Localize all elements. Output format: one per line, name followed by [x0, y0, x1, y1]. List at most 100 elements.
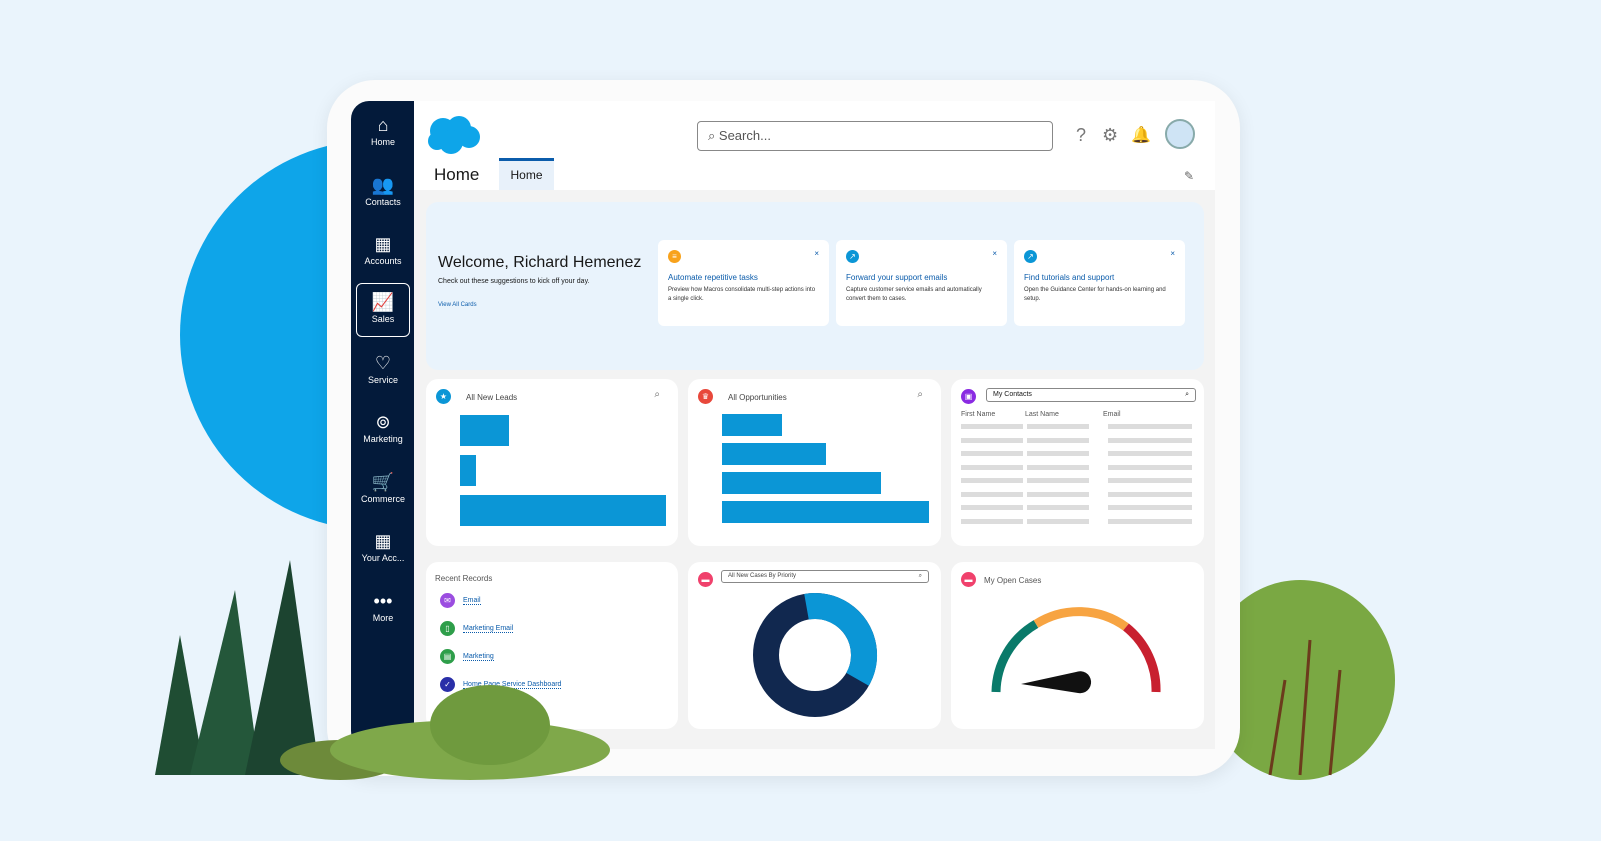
- placeholder-cell: [1108, 451, 1192, 456]
- briefcase-icon: ▬: [961, 572, 976, 587]
- contacts-icon: 👥: [371, 175, 395, 195]
- placeholder-cell: [961, 478, 1023, 483]
- placeholder-cell: [1108, 478, 1192, 483]
- suggestion-card[interactable]: ↗ × Find tutorials and support Open the Gui…: [1014, 240, 1185, 326]
- avatar[interactable]: [1165, 119, 1195, 149]
- gauge-green: [991, 620, 1039, 693]
- opportunities-title: All Opportunities: [728, 393, 787, 402]
- nav-sales[interactable]: 📈 Sales: [356, 283, 410, 337]
- open-cases-title: My Open Cases: [984, 576, 1042, 585]
- gear-icon[interactable]: ⚙: [1102, 125, 1119, 145]
- search-icon: ⌕: [708, 128, 719, 143]
- search-input[interactable]: ⌕ Search...: [697, 121, 1053, 151]
- decor-trees: [155, 560, 320, 775]
- contact-card-icon: ▣: [961, 389, 976, 404]
- nav-home[interactable]: ⌂ Home: [356, 107, 410, 161]
- placeholder-cell: [1027, 518, 1089, 524]
- nav-your-account[interactable]: ▦ Your Acc...: [356, 523, 410, 577]
- bar: [460, 495, 666, 526]
- record-link[interactable]: Email: [463, 596, 481, 605]
- leads-icon: ★: [436, 389, 451, 404]
- global-header: ⌕ Search... ? ⚙ 🔔 Home Home ✎: [414, 101, 1215, 190]
- placeholder-cell: [961, 505, 1023, 510]
- cases-report-select[interactable]: All New Cases By Priority ⌕: [721, 570, 929, 583]
- tab-home[interactable]: Home: [499, 158, 554, 190]
- suggestion-title[interactable]: Forward your support emails: [846, 273, 948, 282]
- cases-card: ▬ All New Cases By Priority ⌕: [688, 562, 941, 729]
- contacts-list-select[interactable]: My Contacts ⌕: [986, 388, 1196, 402]
- bar: [722, 414, 783, 436]
- welcome-subtitle: Check out these suggestions to kick off …: [438, 278, 590, 285]
- placeholder-cell: [961, 437, 1023, 443]
- search-icon[interactable]: ⌕: [917, 389, 923, 400]
- placeholder-cell: [1108, 505, 1192, 510]
- placeholder-cell: [1027, 424, 1089, 429]
- column-last-name: Last Name: [1025, 411, 1059, 418]
- contacts-card: ▣ My Contacts ⌕ First Name Last Name Emai…: [951, 379, 1204, 546]
- placeholder-cell: [1108, 424, 1192, 429]
- column-email: Email: [1103, 411, 1121, 418]
- nav-commerce[interactable]: 🛒 Commerce: [356, 464, 410, 518]
- home-icon: ⌂: [377, 115, 389, 135]
- record-link[interactable]: Marketing: [463, 652, 494, 661]
- help-icon[interactable]: ?: [1076, 125, 1087, 145]
- bar: [722, 472, 882, 494]
- edit-pencil-icon[interactable]: ✎: [1184, 169, 1195, 183]
- suggestion-card[interactable]: ↗ × Forward your support emails Capture cus…: [836, 240, 1007, 326]
- placeholder-cell: [1027, 437, 1089, 443]
- nav-service[interactable]: ♡ Service: [356, 345, 410, 399]
- cart-icon: 🛒: [371, 472, 395, 492]
- nav-more[interactable]: ••• More: [356, 583, 410, 637]
- search-icon[interactable]: ⌕: [654, 389, 660, 400]
- sidebar-nav: ⌂ Home 👥 Contacts ▦ Accounts 📈 Sales ♡ Servic…: [351, 101, 414, 749]
- suggestion-description: Preview how Macros consolidate multi-ste…: [668, 287, 816, 302]
- briefcase-icon: ▬: [698, 572, 713, 587]
- decor-shrubs: [280, 685, 610, 780]
- placeholder-cell: [1108, 491, 1192, 497]
- close-icon[interactable]: ×: [1170, 249, 1175, 258]
- suggestion-card[interactable]: ≡ × Automate repetitive tasks Preview how M…: [658, 240, 829, 326]
- recent-record-item[interactable]: ▤ Marketing: [440, 649, 494, 664]
- placeholder-cell: [961, 518, 1023, 524]
- placeholder-cell: [1108, 437, 1192, 443]
- bar: [460, 415, 510, 446]
- placeholder-cell: [1027, 491, 1089, 497]
- macro-icon: ≡: [668, 250, 681, 263]
- cases-donut-chart: [753, 593, 877, 717]
- search-icon: ⌕: [1185, 391, 1189, 398]
- close-icon[interactable]: ×: [814, 249, 819, 258]
- bell-icon[interactable]: 🔔: [1131, 127, 1151, 144]
- account-grid-icon: ▦: [374, 531, 392, 551]
- nav-accounts[interactable]: ▦ Accounts: [356, 226, 410, 280]
- placeholder-cell: [961, 491, 1023, 497]
- close-icon[interactable]: ×: [992, 249, 997, 258]
- placeholder-cell: [1027, 464, 1089, 470]
- accounts-icon: ▦: [374, 234, 392, 254]
- page-title: Home: [434, 165, 480, 184]
- decor-bush: [1205, 580, 1395, 780]
- gauge-orange: [1033, 607, 1129, 631]
- open-cases-card: ▬ My Open Cases: [951, 562, 1204, 729]
- view-all-cards-link[interactable]: View All Cards: [438, 302, 477, 308]
- nav-contacts[interactable]: 👥 Contacts: [356, 167, 410, 221]
- placeholder-cell: [1108, 518, 1192, 524]
- leads-title: All New Leads: [466, 393, 518, 402]
- bar: [722, 443, 826, 465]
- suggestion-title[interactable]: Find tutorials and support: [1024, 273, 1115, 282]
- recent-record-item[interactable]: ✉ Email: [440, 593, 481, 608]
- recent-records-title: Recent Records: [435, 574, 493, 583]
- record-type-icon: ✓: [440, 677, 455, 692]
- record-link[interactable]: Marketing Email: [463, 624, 514, 633]
- opportunities-icon: ♛: [698, 389, 713, 404]
- leads-card: ★ All New Leads ⌕: [426, 379, 678, 546]
- open-cases-gauge: [991, 607, 1161, 694]
- suggestion-title[interactable]: Automate repetitive tasks: [668, 273, 758, 282]
- recent-record-item[interactable]: ▯ Marketing Email: [440, 621, 514, 636]
- nav-marketing[interactable]: ⊚ Marketing: [356, 404, 410, 458]
- trend-icon: ↗: [846, 250, 859, 263]
- record-type-icon: ▯: [440, 621, 455, 636]
- record-type-icon: ▤: [440, 649, 455, 664]
- search-icon: ⌕: [918, 573, 922, 579]
- gauge-needle: [1021, 671, 1092, 694]
- placeholder-cell: [961, 464, 1023, 470]
